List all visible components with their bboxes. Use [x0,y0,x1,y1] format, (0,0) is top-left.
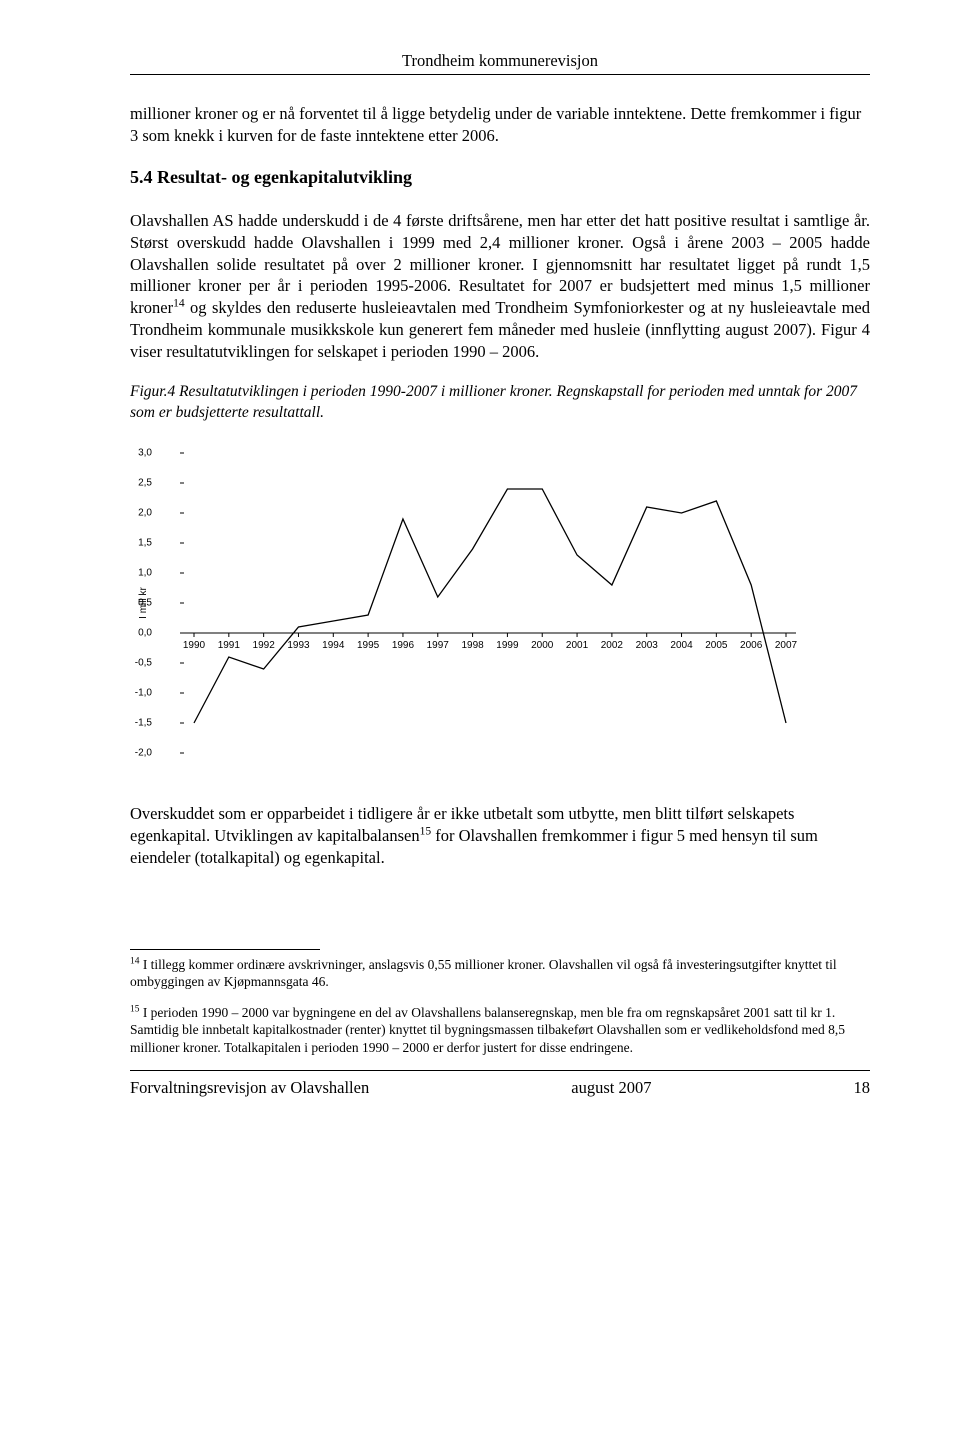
y-tick-label: 2,5 [124,477,152,490]
x-tick-label: 1995 [357,639,379,652]
x-tick-label: 1999 [496,639,518,652]
footer-left: Forvaltningsrevisjon av Olavshallen [130,1077,369,1099]
y-tick-label: 0,0 [124,627,152,640]
footer-right: 18 [854,1077,871,1099]
footnote-14: 14 I tillegg kommer ordinære avskrivning… [130,956,870,991]
y-tick-label: -2,0 [124,747,152,760]
page-header: Trondheim kommunerevisjon [130,50,870,72]
y-tick-label: -1,0 [124,687,152,700]
section-heading: 5.4 Resultat- og egenkapitalutvikling [130,166,870,190]
x-tick-label: 1997 [427,639,449,652]
x-tick-label: 2004 [670,639,692,652]
footer-rule [130,1070,870,1071]
x-tick-label: 1991 [218,639,240,652]
y-tick-label: -1,5 [124,717,152,730]
x-tick-label: 1992 [253,639,275,652]
x-tick-label: 2005 [705,639,727,652]
x-axis-ticks: 1990 1991 1992 1993 1994 1995 1996 1997 1998 1999… [184,453,796,753]
paragraph-body: Olavshallen AS hadde underskudd i de 4 f… [130,210,870,362]
x-tick-label: 1994 [322,639,344,652]
paragraph-after-chart: Overskuddet som er opparbeidet i tidlige… [130,803,870,868]
x-tick-label: 2002 [601,639,623,652]
paragraph-intro: millioner kroner og er nå forventet til … [130,103,870,147]
x-tick-label: 1998 [461,639,483,652]
y-tick-label: 3,0 [124,447,152,460]
y-tick-label: -0,5 [124,657,152,670]
y-tick-label: 0,5 [124,597,152,610]
x-tick-label: 2006 [740,639,762,652]
x-tick-label: 2007 [775,639,797,652]
y-tick-label: 1,5 [124,537,152,550]
body-text-b: og skyldes den reduserte husleieavtalen … [130,298,870,361]
footnote-15: 15 I perioden 1990 – 2000 var bygningene… [130,1004,870,1056]
y-tick-label: 2,0 [124,507,152,520]
x-tick-label: 2003 [636,639,658,652]
footnote-ref-14: 14 [173,298,185,310]
x-tick-label: 2001 [566,639,588,652]
page-footer: Forvaltningsrevisjon av Olavshallen augu… [130,1077,870,1099]
x-tick-label: 1993 [287,639,309,652]
footnote-14-text: I tillegg kommer ordinære avskrivninger,… [130,957,837,989]
x-tick-label: 1996 [392,639,414,652]
y-tick-label: 1,0 [124,567,152,580]
footer-center: august 2007 [571,1077,651,1099]
x-tick-label: 1990 [183,639,205,652]
header-rule [130,74,870,75]
footnote-ref-15: 15 [420,826,432,838]
figure-caption: Figur.4 Resultatutviklingen i perioden 1… [130,382,870,423]
x-tick-label: 2000 [531,639,553,652]
line-chart: I mill kr 3,02,52,01,51,00,50,0-0,5-1,0-… [130,453,810,753]
footnote-15-text: I perioden 1990 – 2000 var bygningene en… [130,1005,845,1055]
footnote-separator [130,949,320,950]
